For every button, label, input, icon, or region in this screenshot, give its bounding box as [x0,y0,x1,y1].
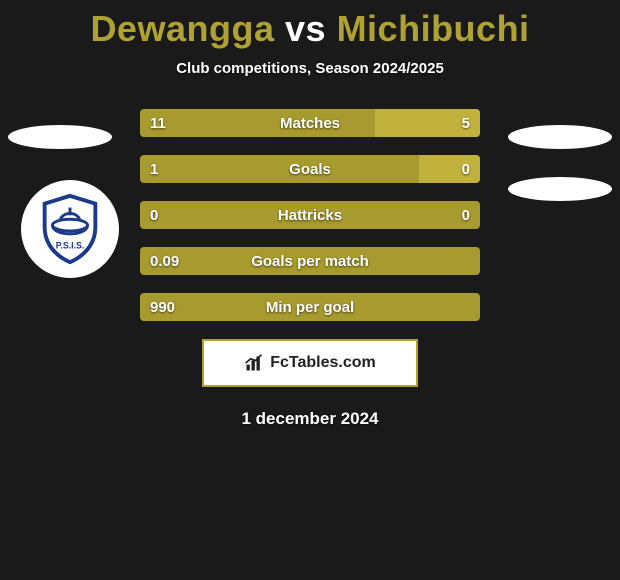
comparison-title: Dewangga vs Michibuchi [0,0,620,50]
shield-icon: P.S.I.S. [31,190,109,268]
club-badge: P.S.I.S. [21,180,119,278]
stat-label: Matches [140,109,480,137]
stat-row: 1 Goals 0 [140,155,480,183]
stat-row: 990 Min per goal [140,293,480,321]
stat-label: Goals per match [140,247,480,275]
branding-text: FcTables.com [270,354,376,372]
stat-row: 11 Matches 5 [140,109,480,137]
stat-label: Min per goal [140,293,480,321]
stat-row: 0 Hattricks 0 [140,201,480,229]
stat-right-value: 0 [462,201,470,229]
stat-right-value: 5 [462,109,470,137]
badge-text: P.S.I.S. [56,241,85,251]
date-text: 1 december 2024 [0,409,620,429]
bar-chart-icon [244,353,264,373]
decorative-ellipse [508,177,612,201]
subtitle: Club competitions, Season 2024/2025 [0,60,620,77]
stat-row: 0.09 Goals per match [140,247,480,275]
stat-label: Hattricks [140,201,480,229]
decorative-ellipse [8,125,112,149]
stat-right-value: 0 [462,155,470,183]
stat-label: Goals [140,155,480,183]
branding-box: FcTables.com [202,339,418,387]
player1-name: Dewangga [90,8,274,49]
vs-text: vs [285,8,326,49]
stats-container: 11 Matches 5 1 Goals 0 0 Hattricks 0 0.0… [140,109,480,321]
decorative-ellipse [508,125,612,149]
player2-name: Michibuchi [337,8,530,49]
